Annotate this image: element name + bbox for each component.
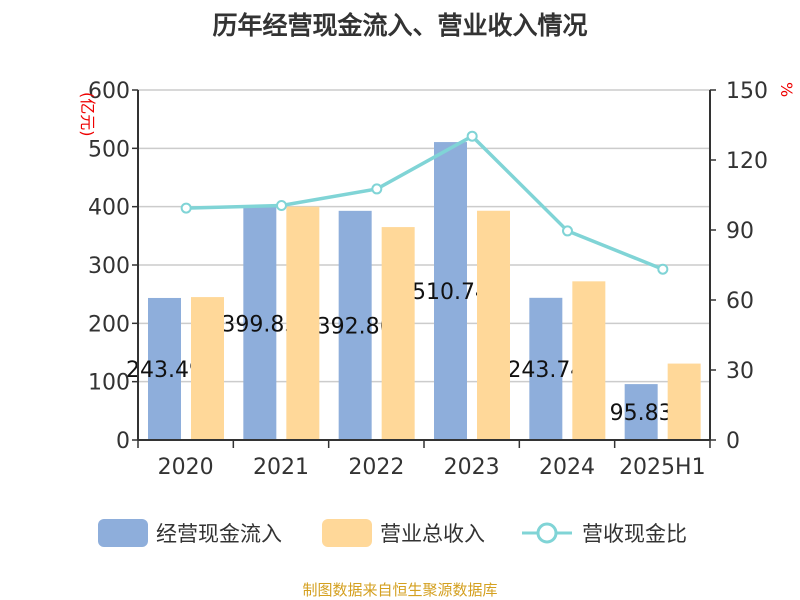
- legend-swatch: [322, 519, 372, 547]
- legend-label: 营收现金比: [582, 522, 687, 546]
- bar-cash-inflow: [529, 297, 563, 440]
- x-tick-label: 2024: [539, 455, 595, 480]
- y-left-tick-label: 600: [88, 79, 130, 104]
- bar-revenue: [381, 227, 415, 440]
- legend-label: 营业总收入: [380, 522, 485, 546]
- data-label: 399.85: [221, 312, 298, 337]
- legend-item-cash-inflow[interactable]: 经营现金流入: [98, 518, 282, 548]
- chart-title: 历年经营现金流入、营业收入情况: [212, 11, 588, 40]
- y-right-tick-label: 0: [726, 429, 740, 454]
- line-point: [466, 130, 478, 142]
- bar-revenue: [572, 281, 606, 440]
- y-right-tick-label: 120: [726, 149, 768, 174]
- bar-cash-inflow: [624, 384, 658, 440]
- source-note: 制图数据来自恒生聚源数据库: [302, 581, 498, 599]
- data-label: 392.86: [317, 314, 394, 339]
- legend-label: 经营现金流入: [156, 522, 282, 546]
- legend-item-revenue[interactable]: 营业总收入: [322, 518, 485, 548]
- y-right-axis-label: %: [777, 82, 796, 97]
- y-left-tick-label: 400: [88, 196, 130, 221]
- bar-revenue: [191, 297, 224, 440]
- line-point: [180, 202, 192, 214]
- bar-revenue: [477, 210, 510, 440]
- y-left-tick-label: 300: [88, 254, 130, 279]
- bar-cash-inflow: [434, 142, 467, 440]
- y-right-tick-label: 150: [726, 79, 768, 104]
- data-label: 95.83: [610, 401, 673, 426]
- y-left-tick-label: 200: [88, 312, 130, 337]
- bar-cash-inflow: [148, 297, 181, 440]
- y-left-tick-label: 0: [116, 429, 130, 454]
- x-tick-label: 2021: [253, 455, 309, 480]
- y-right-tick-label: 90: [726, 219, 754, 244]
- data-label: 243.74: [507, 358, 584, 383]
- y-right-tick-label: 60: [726, 289, 754, 314]
- bar-revenue: [667, 363, 701, 440]
- legend-swatch: [98, 519, 148, 547]
- legend-line-icon: [522, 522, 572, 544]
- bar-cash-inflow: [243, 206, 277, 440]
- legend-item-ratio[interactable]: 营收现金比: [522, 518, 687, 548]
- x-tick-label: 2023: [444, 455, 500, 480]
- line-point: [276, 200, 287, 211]
- data-label: 510.74: [412, 280, 489, 305]
- bar-revenue: [286, 206, 320, 440]
- line-ratio: [186, 134, 664, 271]
- bar-cash-inflow: [338, 210, 372, 440]
- line-point: [562, 225, 573, 237]
- y-left-axis-label: (亿元): [78, 92, 97, 137]
- y-left-tick-label: 500: [88, 137, 130, 162]
- line-point: [371, 183, 383, 195]
- x-tick-label: 2025H1: [619, 455, 706, 480]
- y-left-tick-label: 100: [88, 371, 130, 396]
- x-tick-label: 2020: [158, 455, 214, 480]
- line-point: [657, 263, 669, 275]
- y-right-tick-label: 30: [726, 359, 754, 384]
- x-tick-label: 2022: [348, 455, 404, 480]
